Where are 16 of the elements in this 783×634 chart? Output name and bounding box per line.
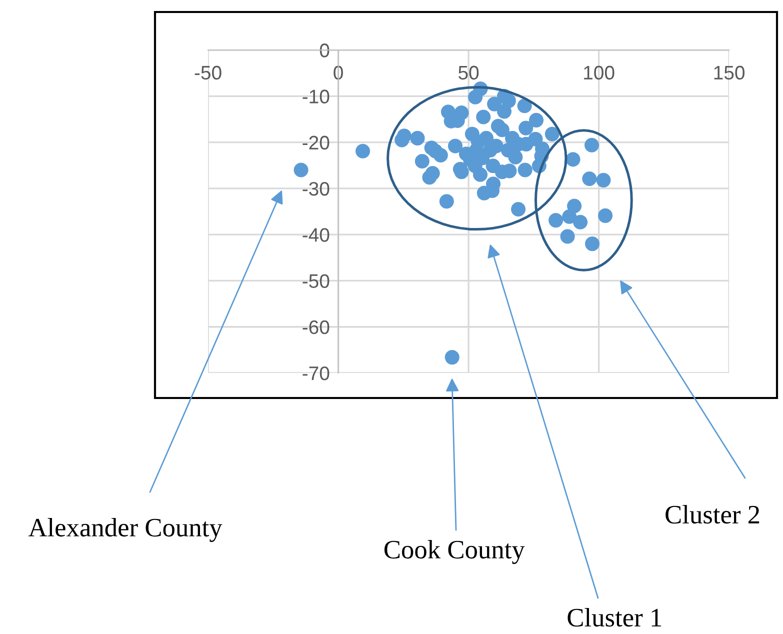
y-tick-label: -30 [302, 182, 330, 196]
y-tick-label: -20 [302, 136, 330, 150]
y-tick-label: -70 [302, 366, 330, 380]
text: Cluster 1 [568, 608, 662, 627]
x-tick-label: 50 [458, 66, 479, 80]
text: Alexander County [28, 518, 222, 542]
x-tick-label: 150 [714, 66, 745, 80]
x-tick-label: 0 [334, 66, 343, 80]
x-tick-label: 100 [584, 66, 614, 80]
text: Cluster 2 [666, 505, 760, 524]
y-tick-label: -60 [302, 320, 330, 334]
y-tick-label: -40 [302, 228, 330, 242]
y-tick-label: -10 [302, 90, 330, 104]
y-tick-label: -50 [302, 274, 330, 288]
x-tick-label: -50 [194, 66, 222, 80]
text: Cook County [384, 540, 525, 564]
